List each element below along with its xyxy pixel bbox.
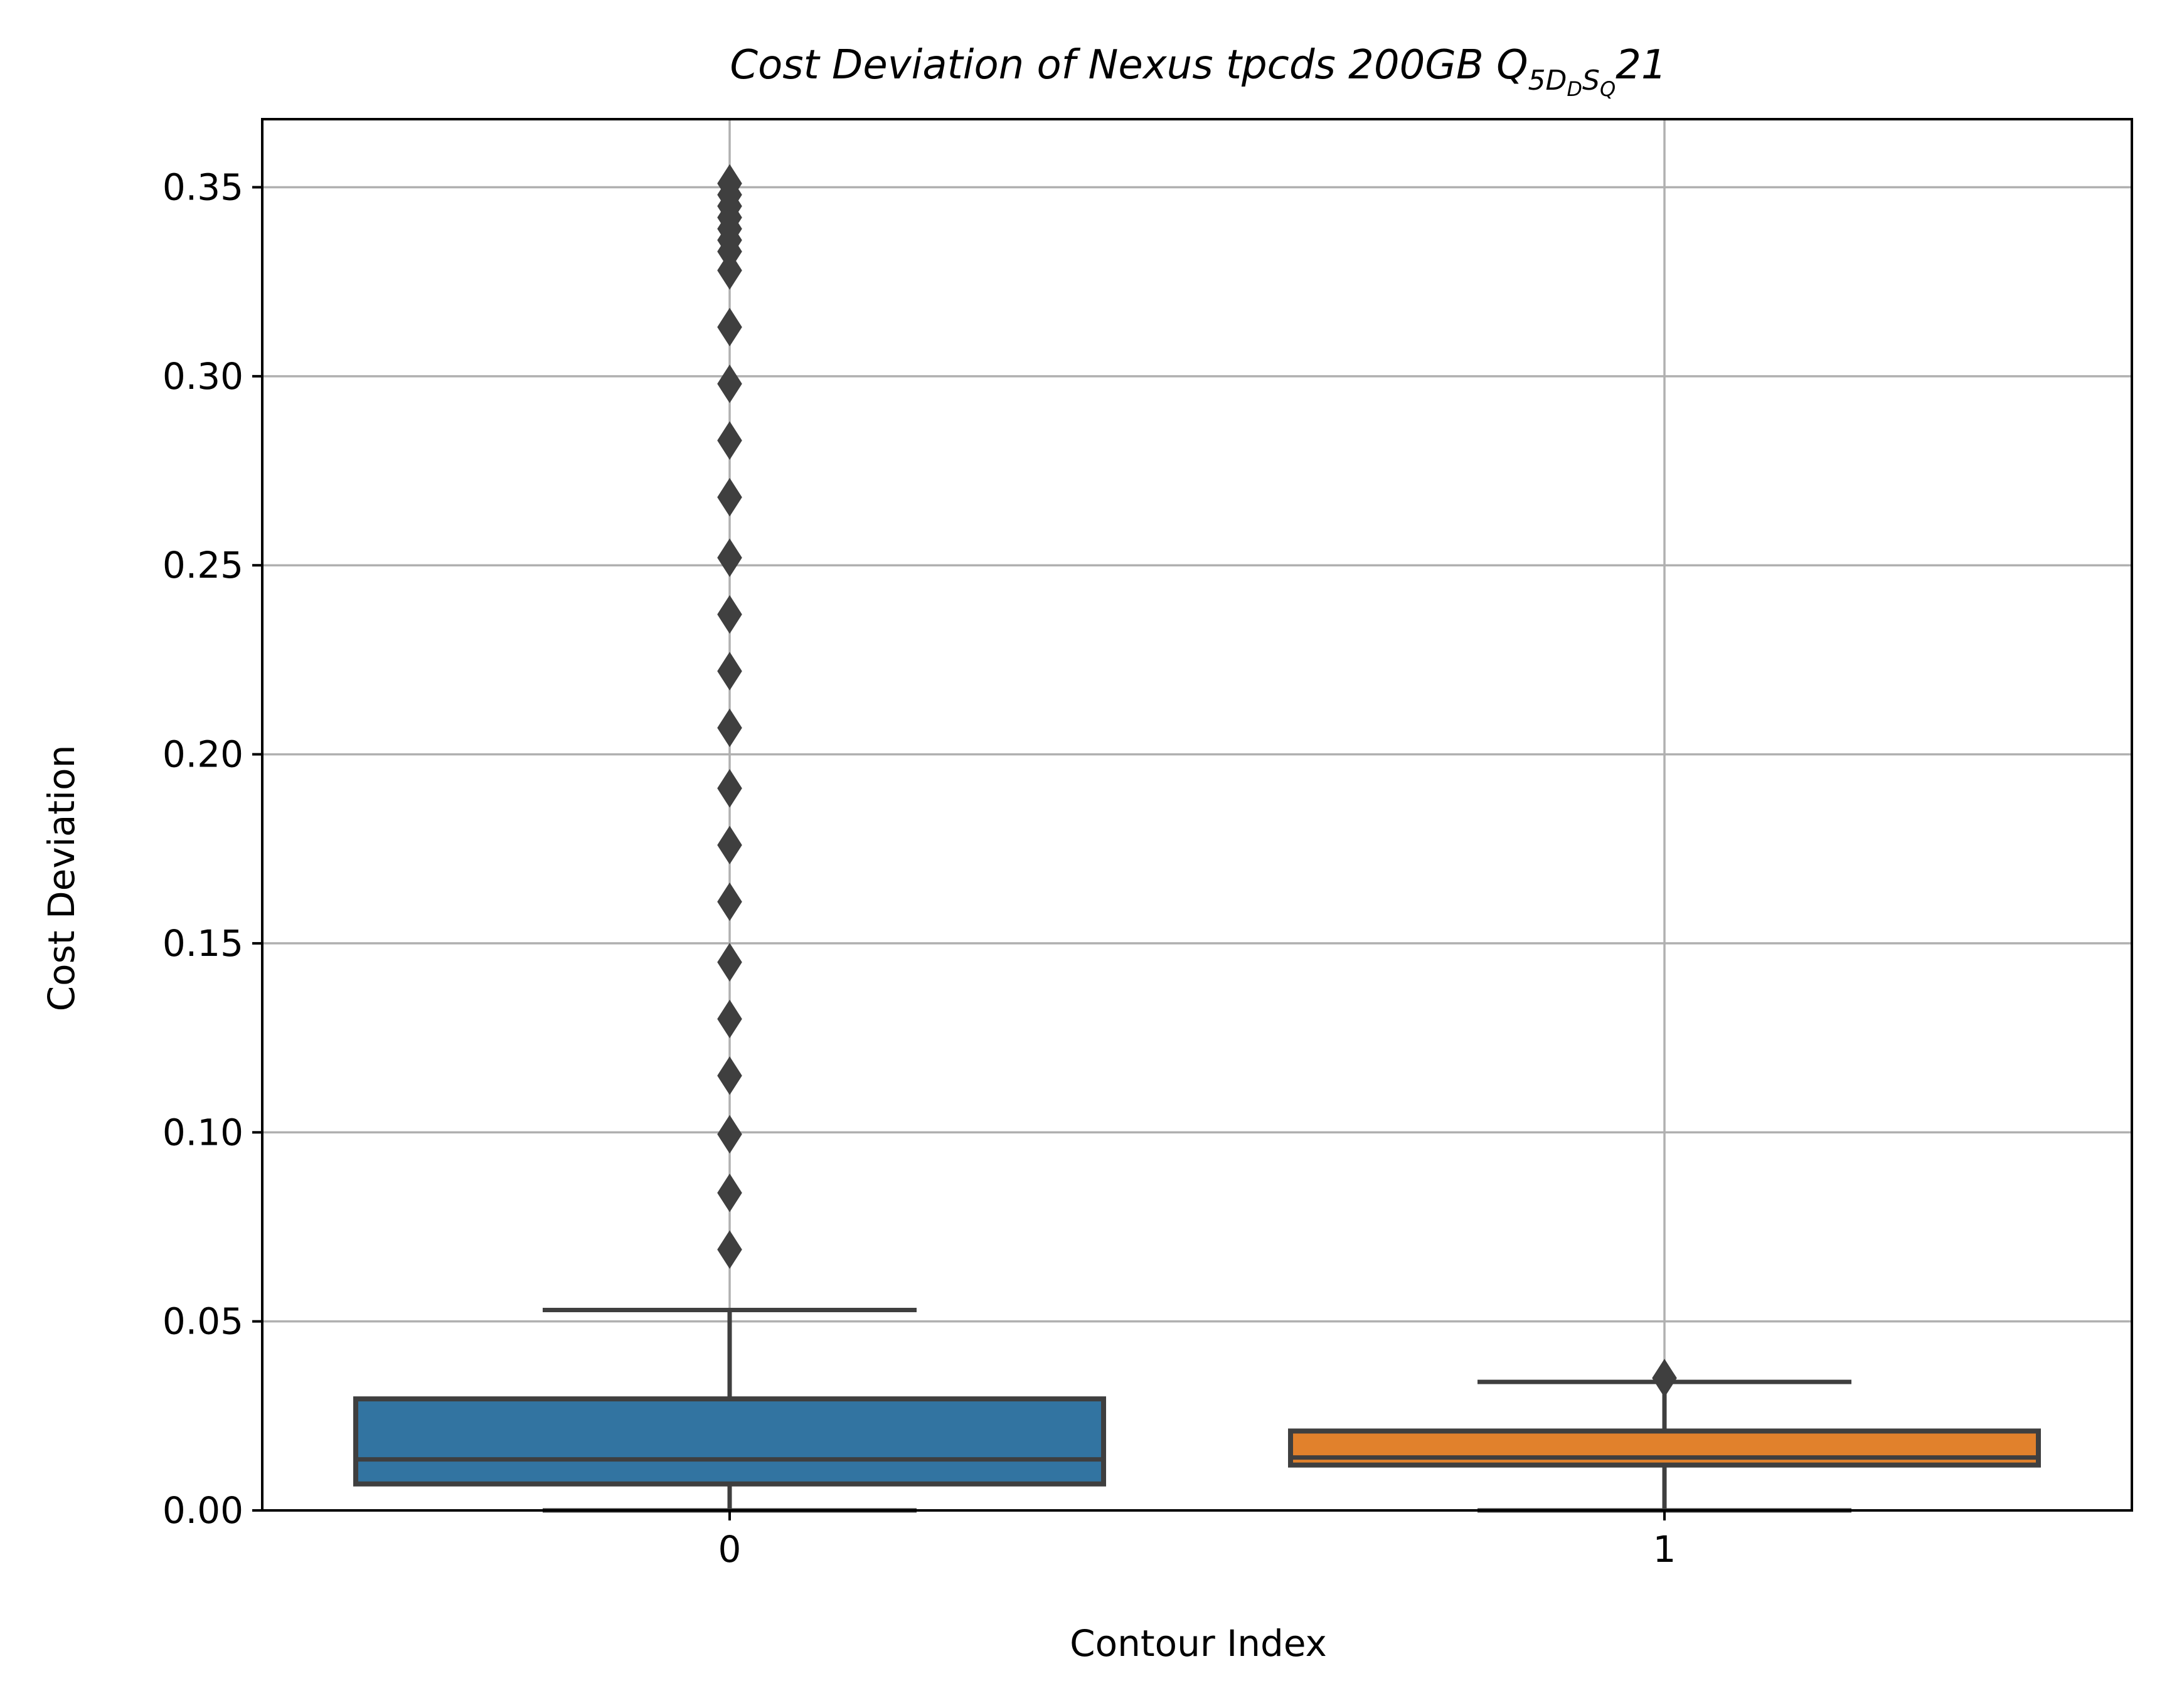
outlier-point [717,769,742,808]
y-tick-label: 0.35 [162,166,243,208]
y-tick-label: 0.05 [162,1300,243,1343]
chart-title-subscript: 5D [1528,65,1567,97]
y-tick-label: 0.00 [162,1489,243,1532]
outlier-point [717,1173,742,1212]
outlier-point [717,164,742,203]
chart-title-subscript-s: S [1582,65,1600,97]
outlier-point [717,708,742,748]
chart-title-main: Cost Deviation of Nexus tpcds 200GB [730,42,1496,88]
outlier-point [717,652,742,691]
chart-title: Cost Deviation of Nexus tpcds 200GB Q5DD… [730,42,1666,101]
box-iqr [353,1396,1106,1487]
plot-frame [261,118,2133,1512]
chart-title-suffix: 21 [1616,42,1666,88]
outlier-point [717,538,742,577]
y-tick-label: 0.25 [162,544,243,586]
x-tick-label: 1 [1653,1528,1676,1571]
y-tick-label: 0.30 [162,355,243,398]
y-tick-label: 0.20 [162,733,243,776]
outlier-point [717,364,742,403]
outlier-point [1652,1359,1677,1398]
y-tick-label: 0.10 [162,1111,243,1154]
grid-lines [262,119,2132,1512]
axes: 0.00 0.05 0.10 0.15 0.20 0.25 0.30 0.35 0 1 [162,118,2133,1571]
outlier-point [717,595,742,634]
outlier-point [717,477,742,517]
outlier-point [717,943,742,982]
chart-title-q: Q [1496,42,1528,88]
y-axis-label: Cost Deviation [40,745,83,1012]
chart-title-subscript-d: D [1567,77,1582,101]
chart-title-subscript-q: Q [1600,77,1616,101]
y-tick-label: 0.15 [162,922,243,965]
outlier-point [717,825,742,864]
box-group-1 [1288,1359,2041,1513]
outlier-point [717,1230,742,1269]
box-plots [353,164,2041,1513]
outlier-point [717,1115,742,1154]
box-iqr [1288,1428,2041,1468]
outlier-point [717,999,742,1039]
outlier-point [717,421,742,460]
box-group-0 [353,164,1106,1513]
outlier-point [717,1056,742,1095]
outlier-point [717,307,742,347]
outlier-point [717,882,742,921]
x-tick-label: 0 [718,1528,742,1571]
x-axis-label: Contour Index [1070,1622,1327,1665]
